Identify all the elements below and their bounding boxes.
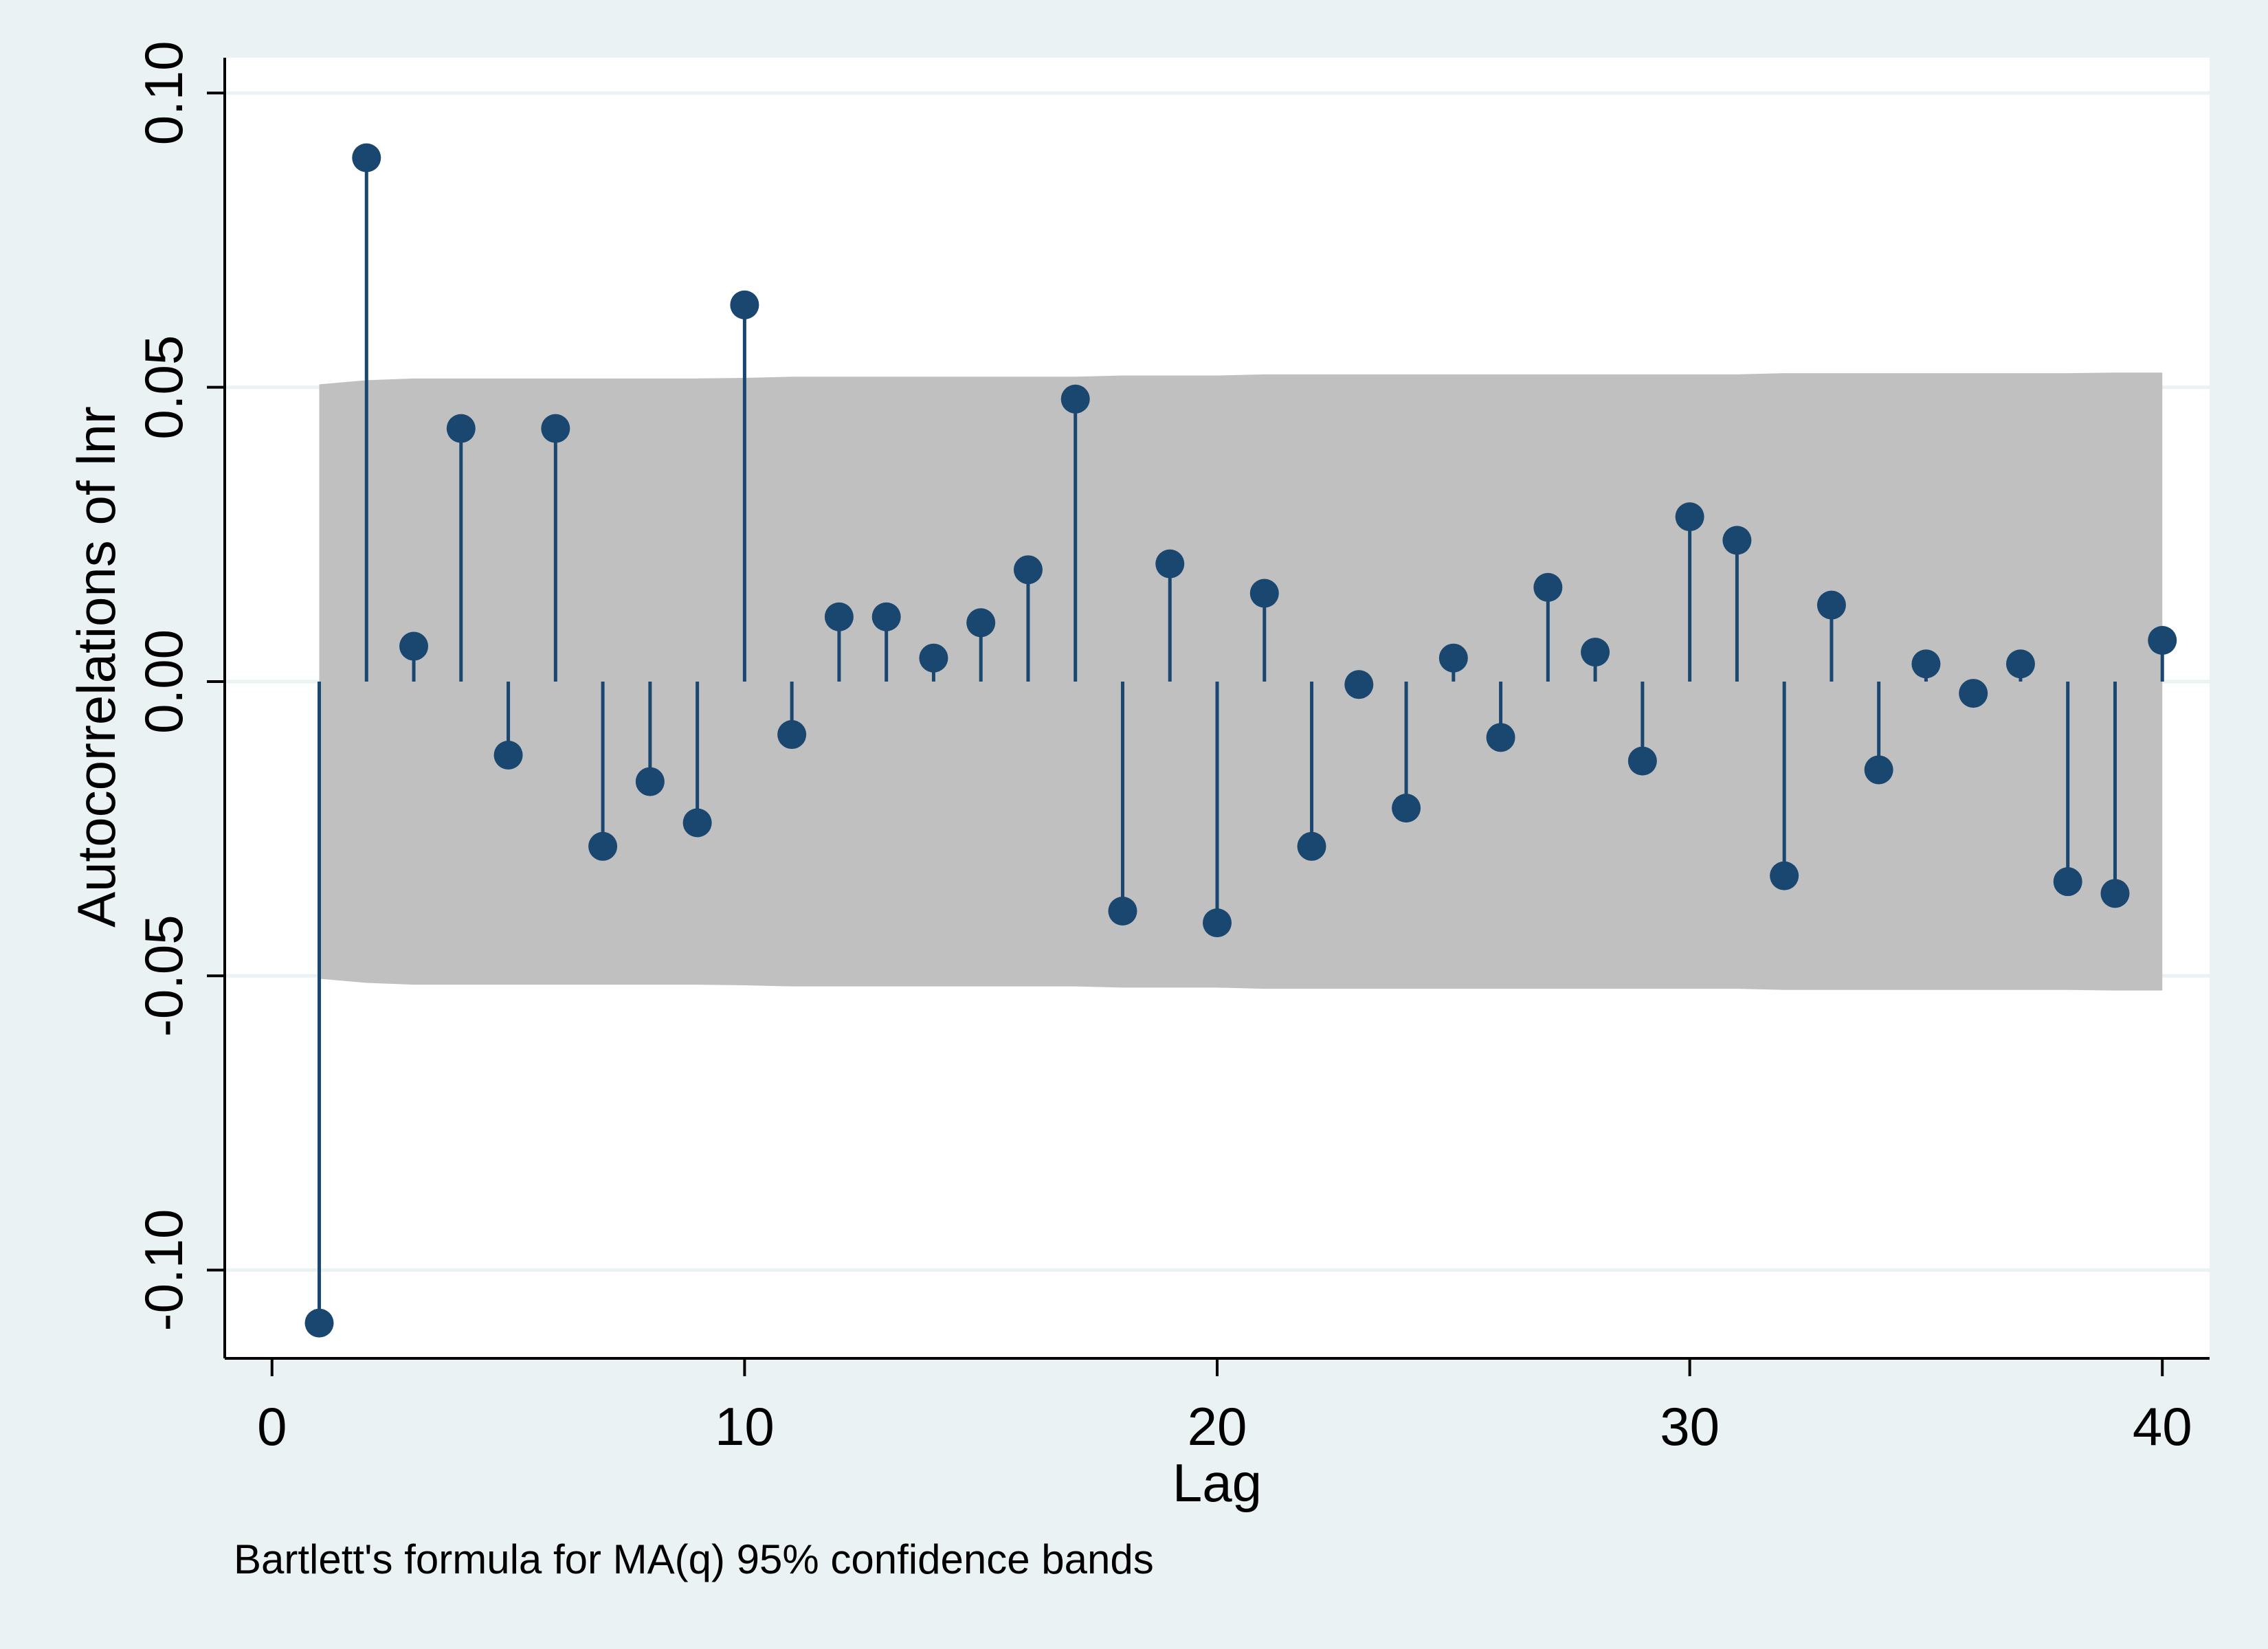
acf-point-lag-21 — [1249, 579, 1279, 608]
acf-point-lag-20 — [1203, 908, 1232, 938]
x-tick-label-2: 20 — [1188, 1396, 1247, 1457]
acf-point-lag-6 — [541, 414, 570, 443]
x-tick-label-0: 0 — [257, 1396, 287, 1457]
acf-point-lag-28 — [1581, 638, 1610, 667]
acf-point-lag-10 — [730, 290, 759, 319]
chart-note: Bartlett's formula for MA(q) 95% confide… — [234, 1536, 1154, 1582]
acf-point-lag-40 — [2148, 625, 2177, 655]
acf-point-lag-9 — [682, 808, 712, 838]
y-axis-label: Autocorrelations of lnr — [66, 406, 126, 928]
y-tick-label-0: -0.10 — [133, 1209, 194, 1332]
acf-point-lag-36 — [1959, 679, 1988, 708]
acf-point-lag-14 — [919, 643, 948, 673]
y-tick-label-1: -0.05 — [133, 915, 194, 1037]
x-tick-label-3: 30 — [1660, 1396, 1720, 1457]
acf-point-lag-17 — [1060, 384, 1090, 414]
acf-points — [304, 143, 2177, 1338]
acf-point-lag-38 — [2053, 867, 2082, 897]
acf-point-lag-30 — [1675, 502, 1704, 532]
acf-point-lag-27 — [1533, 572, 1563, 602]
acf-point-lag-39 — [2100, 879, 2130, 908]
acf-point-lag-33 — [1816, 590, 1846, 620]
acf-point-lag-24 — [1392, 794, 1421, 823]
acf-point-lag-22 — [1297, 831, 1326, 861]
acf-point-lag-8 — [635, 767, 665, 796]
x-tick-label-1: 10 — [715, 1396, 775, 1457]
x-axis-label: Lag — [1172, 1452, 1262, 1513]
acf-point-lag-3 — [399, 631, 429, 661]
y-tick-label-2: 0.00 — [133, 629, 194, 734]
y-tick-label-4: 0.10 — [133, 41, 194, 145]
acf-point-lag-32 — [1770, 861, 1799, 890]
acf-point-lag-4 — [446, 414, 476, 443]
acf-point-lag-1 — [304, 1308, 334, 1338]
acf-point-lag-5 — [493, 741, 523, 770]
confidence-band — [319, 372, 2163, 991]
y-axis-ticks: -0.10 -0.05 0.00 0.05 0.10 — [133, 41, 225, 1331]
acf-point-lag-25 — [1438, 643, 1468, 673]
acf-point-lag-18 — [1108, 897, 1137, 926]
acf-point-lag-31 — [1722, 526, 1752, 555]
acf-point-lag-35 — [1911, 649, 1941, 679]
acf-point-lag-2 — [352, 143, 381, 172]
x-tick-label-4: 40 — [2133, 1396, 2192, 1457]
x-axis-ticks: 0 10 20 30 40 — [257, 1358, 2192, 1457]
acf-point-lag-15 — [966, 608, 996, 638]
y-tick-label-3: 0.05 — [133, 335, 194, 440]
acf-point-lag-13 — [871, 602, 901, 631]
acf-point-lag-23 — [1344, 670, 1374, 699]
acf-point-lag-34 — [1864, 755, 1893, 785]
acf-point-lag-11 — [777, 720, 807, 750]
acf-point-lag-12 — [824, 602, 854, 631]
acf-point-lag-26 — [1486, 723, 1515, 752]
acf-point-lag-19 — [1155, 549, 1185, 579]
acf-point-lag-29 — [1627, 746, 1657, 776]
acf-point-lag-37 — [2005, 649, 2035, 679]
acf-point-lag-7 — [588, 831, 618, 861]
acf-point-lag-16 — [1013, 555, 1043, 585]
